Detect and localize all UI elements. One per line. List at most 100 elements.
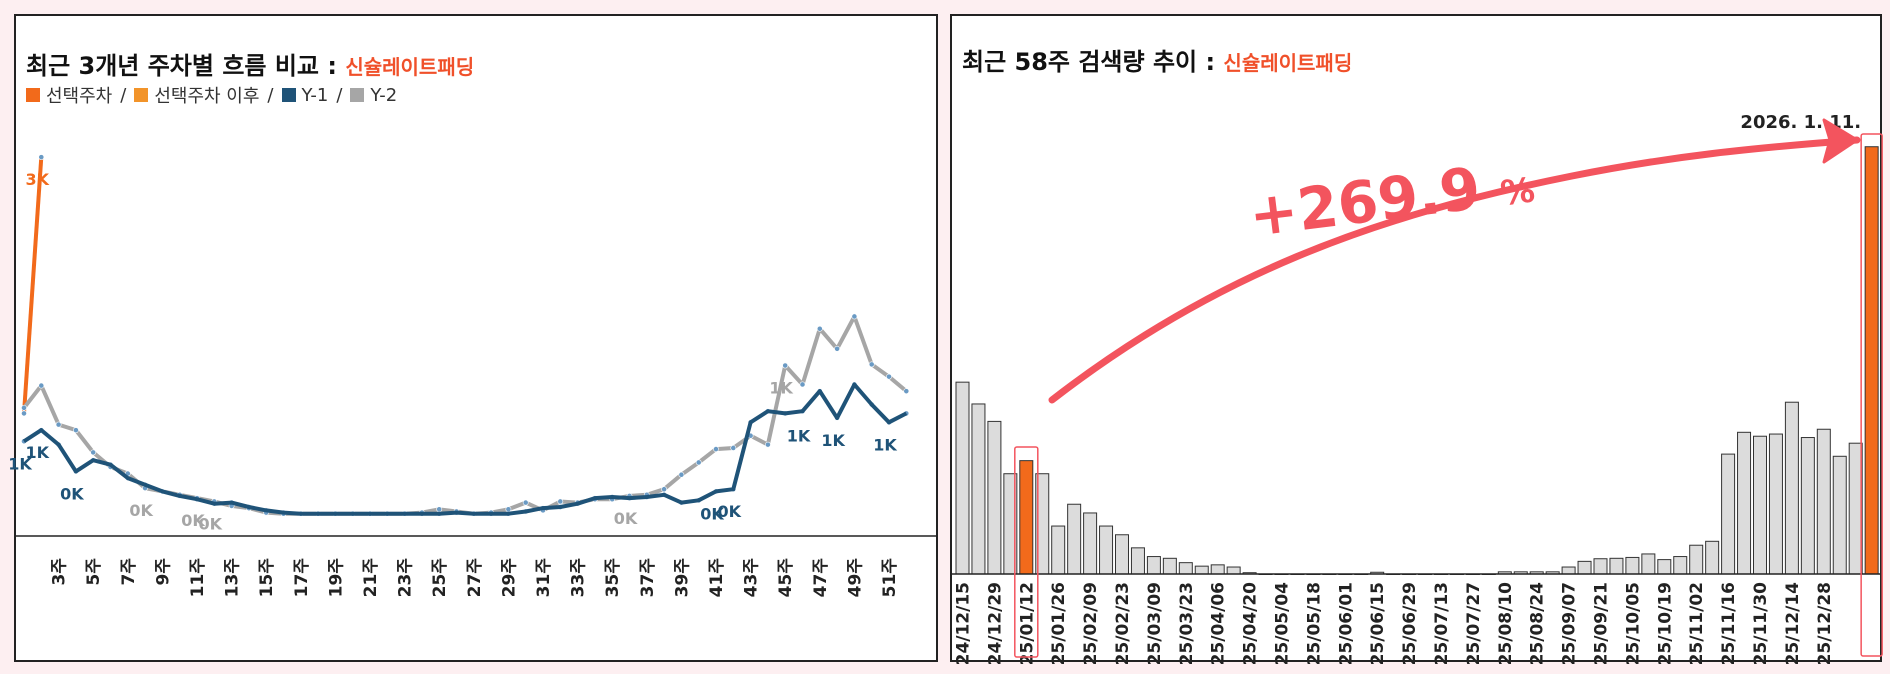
x-tick-label: 25/09/21 — [1592, 582, 1612, 665]
x-tick-label: 17주 — [292, 558, 312, 598]
series-point-y2 — [765, 441, 771, 448]
x-tick-label: 25/08/10 — [1496, 582, 1516, 666]
bar — [1194, 565, 1209, 575]
x-tick-label: 25/03/09 — [1145, 582, 1165, 665]
x-tick-label: 24/12/29 — [985, 582, 1005, 665]
left-legend: 선택주차 / 선택주차 이후 / Y-1 / Y-2 — [26, 82, 405, 108]
x-tick-label: 25/11/16 — [1719, 582, 1739, 665]
series-point-y2 — [73, 427, 79, 434]
bar — [1577, 560, 1592, 575]
legend-swatch-y1 — [281, 88, 296, 102]
bar — [1593, 558, 1608, 575]
series-point-selected — [21, 410, 27, 417]
x-tick-label: 25/07/13 — [1432, 582, 1452, 665]
series-point-y2 — [90, 449, 97, 456]
data-label: 1K — [8, 454, 32, 473]
x-tick-label: 7주 — [119, 558, 139, 586]
x-tick-label: 45주 — [776, 558, 796, 598]
change-value: +269.9 — [1245, 154, 1484, 250]
legend-label-y1: Y-1 — [301, 84, 329, 106]
bar — [1178, 562, 1193, 575]
x-tick-label: 23주 — [396, 558, 416, 598]
bar — [1657, 559, 1672, 575]
x-tick-label: 11주 — [188, 558, 208, 598]
data-label: 0K — [181, 511, 205, 530]
data-label: 1K — [787, 426, 811, 445]
legend-separator: / — [120, 84, 127, 106]
data-label: 0K — [700, 504, 724, 523]
series-point-y2 — [816, 325, 823, 332]
x-tick-label: 29주 — [499, 558, 519, 598]
series-point-y2 — [851, 313, 858, 320]
series-point-y2 — [782, 362, 789, 369]
left-title-keyword: 신슐레이트패딩 — [345, 55, 475, 79]
data-label: 1K — [873, 435, 897, 454]
data-label: 0K — [718, 502, 742, 521]
series-point-y2 — [678, 471, 685, 478]
x-tick-label: 25/08/24 — [1528, 582, 1548, 666]
bar — [1051, 525, 1066, 575]
x-tick-label: 25/07/27 — [1464, 582, 1484, 665]
x-tick-label: 35주 — [603, 558, 623, 598]
x-tick-label: 25/06/01 — [1336, 582, 1356, 665]
growth-arrow — [1048, 136, 1861, 404]
bar — [1705, 540, 1720, 575]
data-label: 0K — [129, 501, 153, 520]
x-tick-label: 5주 — [84, 558, 104, 586]
series-point-y2 — [903, 388, 910, 395]
right-chart-title: 최근 58주 검색량 추이 : 신슐레이트패딩 — [962, 42, 1352, 77]
x-tick-label: 33주 — [569, 558, 589, 598]
x-tick-label: 13주 — [223, 558, 243, 598]
left-title-text: 최근 3개년 주차별 흐름 비교 : — [26, 52, 337, 80]
legend-swatch-selected — [26, 88, 40, 102]
x-tick-label: 25/03/23 — [1177, 582, 1197, 665]
x-tick-label: 15주 — [257, 558, 277, 598]
legend-label-y2: Y-2 — [370, 84, 398, 106]
bar-chart: 24/12/15 24/12/29 25/01/12 25/01/26 25/02/09… — [952, 112, 1883, 665]
x-tick-label: 37주 — [638, 558, 658, 598]
x-tick-label: 51주 — [880, 558, 900, 598]
data-label: 0K — [199, 514, 223, 533]
bar — [1753, 435, 1767, 575]
series-point-y2 — [505, 506, 512, 513]
bar — [1115, 534, 1129, 575]
bar — [1816, 428, 1831, 575]
x-tick-label: 31주 — [534, 558, 554, 598]
data-label: 1K — [821, 431, 845, 450]
series-point-selected — [38, 154, 45, 161]
x-tick-label: 25/12/14 — [1783, 582, 1803, 666]
legend-swatch-after — [134, 88, 149, 102]
x-tick-label: 25/01/26 — [1049, 582, 1069, 665]
bar — [1561, 566, 1576, 575]
x-tick-label: 24/12/15 — [954, 582, 974, 665]
series-point-y2 — [713, 446, 719, 452]
bar — [1162, 557, 1177, 575]
series-line-y2 — [22, 314, 908, 516]
legend-item-y2: Y-2 — [350, 85, 397, 106]
x-tick-label: 25/06/15 — [1368, 582, 1388, 665]
legend-swatch-y2 — [350, 88, 365, 102]
x-tick-label: 19주 — [326, 558, 346, 598]
bar — [971, 403, 986, 575]
bar — [1083, 512, 1098, 575]
bar — [987, 420, 1002, 575]
x-tick-label: 25주 — [430, 558, 450, 598]
bar — [1832, 455, 1847, 575]
x-tick-label: 25/01/12 — [1017, 582, 1037, 665]
series-point-y2 — [522, 499, 529, 506]
bar — [1673, 556, 1688, 575]
data-label: 0K — [614, 509, 638, 528]
x-tick-label: 25/11/02 — [1687, 582, 1707, 665]
x-tick-label: 25/06/29 — [1400, 582, 1420, 665]
bar — [1146, 556, 1161, 575]
x-tick-label: 27주 — [465, 558, 485, 598]
bar — [1800, 437, 1815, 575]
bar — [1099, 525, 1114, 575]
weekly-comparison-panel: 최근 3개년 주차별 흐름 비교 : 신슐레이트패딩 선택주차 / 선택주차 이… — [8, 14, 938, 662]
series-point-y2 — [38, 382, 45, 389]
x-tick-label: 25/04/20 — [1241, 582, 1261, 666]
bar — [1210, 564, 1225, 575]
x-tick-label: 49주 — [845, 558, 865, 598]
legend-label-selected: 선택주차 — [46, 86, 113, 107]
bar — [1609, 557, 1624, 575]
